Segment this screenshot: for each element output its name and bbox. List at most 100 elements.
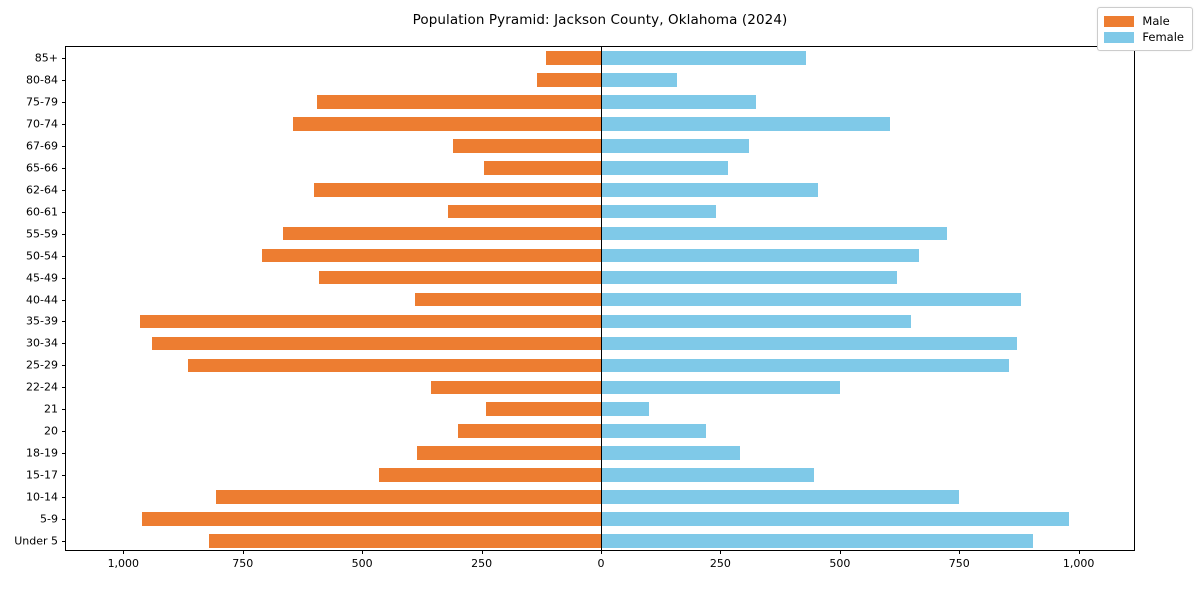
bar-male-67-69 xyxy=(452,138,601,153)
y-tick-label-60-61: 60-61 xyxy=(26,205,58,219)
bar-female-70-74 xyxy=(601,117,890,131)
legend-entry-male[interactable]: Male xyxy=(1104,13,1184,29)
bar-row xyxy=(66,358,1134,373)
y-tick-label-22-24: 22-24 xyxy=(26,380,58,394)
bar-female-22-24 xyxy=(601,380,840,395)
y-tick-mark xyxy=(62,409,66,411)
chart-title: Population Pyramid: Jackson County, Okla… xyxy=(412,12,788,28)
bar-male-80-84 xyxy=(536,73,601,87)
y-tick-label-70-74: 70-74 xyxy=(26,117,58,131)
bar-male-5-9 xyxy=(142,512,601,526)
bar-row xyxy=(66,95,1134,109)
bar-female-40-44 xyxy=(601,292,1022,307)
x-tick-label: 500 xyxy=(351,557,373,570)
legend-label-male: Male xyxy=(1142,14,1170,28)
bar-row xyxy=(66,160,1134,175)
bar-male-70-74 xyxy=(292,117,601,131)
bar-male-15-17 xyxy=(378,468,601,482)
bar-male-55-59 xyxy=(283,226,601,241)
bar-female-80-84 xyxy=(601,73,678,87)
legend-label-female: Female xyxy=(1142,30,1184,44)
y-tick-mark xyxy=(62,79,66,81)
y-tick-label-62-64: 62-64 xyxy=(26,183,58,197)
bar-row xyxy=(66,380,1134,395)
bar-male-50-54 xyxy=(261,248,601,263)
bar-male-10-14 xyxy=(216,490,601,504)
y-tick-mark xyxy=(62,57,66,59)
bar-row xyxy=(66,446,1134,460)
bar-female-65-66 xyxy=(601,160,728,175)
bar-female-21 xyxy=(601,402,649,417)
bar-female-25-29 xyxy=(601,358,1010,373)
y-tick-mark xyxy=(62,387,66,389)
y-tick-label-65-66: 65-66 xyxy=(26,161,58,175)
chart-legend: Male Female xyxy=(1097,7,1193,51)
bar-row xyxy=(66,138,1134,153)
bar-male-40-44 xyxy=(414,292,601,307)
bar-row xyxy=(66,270,1134,285)
bar-male-35-39 xyxy=(140,314,601,329)
bar-female-85+ xyxy=(601,51,807,65)
bar-male-21 xyxy=(486,402,601,417)
bar-female-30-34 xyxy=(601,336,1017,351)
y-tick-mark xyxy=(62,475,66,477)
y-tick-label-15-17: 15-17 xyxy=(26,468,58,482)
y-tick-label-10-14: 10-14 xyxy=(26,490,58,504)
y-tick-mark xyxy=(62,519,66,521)
y-tick-label-21: 21 xyxy=(44,402,58,416)
bar-male-65-66 xyxy=(483,160,601,175)
bar-male-25-29 xyxy=(187,358,601,373)
bar-row xyxy=(66,292,1134,307)
y-tick-label-80-84: 80-84 xyxy=(26,73,58,87)
x-tick-mark xyxy=(123,550,125,554)
bar-row xyxy=(66,117,1134,131)
y-tick-label-5-9: 5-9 xyxy=(40,512,58,526)
y-tick-mark xyxy=(62,189,66,191)
y-tick-label-18-19: 18-19 xyxy=(26,446,58,460)
x-tick-mark xyxy=(720,550,722,554)
y-tick-label-40-44: 40-44 xyxy=(26,293,58,306)
bar-row xyxy=(66,424,1134,439)
bar-female-60-61 xyxy=(601,204,716,219)
y-tick-mark xyxy=(62,299,66,301)
bar-female-10-14 xyxy=(601,490,960,504)
bar-male-Under 5 xyxy=(209,534,601,548)
y-tick-mark xyxy=(62,431,66,433)
y-tick-mark xyxy=(62,167,66,169)
y-tick-mark xyxy=(62,541,66,543)
bar-male-18-19 xyxy=(417,446,601,460)
y-tick-mark xyxy=(62,453,66,455)
y-tick-mark xyxy=(62,321,66,323)
bar-row xyxy=(66,314,1134,329)
bar-row xyxy=(66,73,1134,87)
bar-row xyxy=(66,402,1134,417)
bar-female-15-17 xyxy=(601,468,814,482)
x-tick-mark xyxy=(839,550,841,554)
x-tick-mark xyxy=(242,550,244,554)
bar-female-5-9 xyxy=(601,512,1070,526)
x-tick-label: 250 xyxy=(709,557,731,570)
plot-area: 1,000 750 500 250 0 250 500 750 1,000 85+ 80-84 75… xyxy=(14,46,1135,570)
y-tick-label-45-49: 45-49 xyxy=(26,271,58,285)
y-tick-label-30-34: 30-34 xyxy=(26,336,58,350)
y-tick-label-55-59: 55-59 xyxy=(26,227,58,241)
bar-row xyxy=(66,226,1134,241)
y-tick-label-20: 20 xyxy=(44,424,58,438)
legend-swatch-female xyxy=(1104,31,1135,43)
bar-male-62-64 xyxy=(314,182,601,197)
bar-row xyxy=(66,468,1134,482)
y-tick-mark xyxy=(62,123,66,125)
bar-row xyxy=(66,512,1134,526)
bar-male-30-34 xyxy=(151,336,601,351)
y-tick-label-50-54: 50-54 xyxy=(26,249,58,263)
x-tick-mark xyxy=(481,550,483,554)
y-tick-mark xyxy=(62,277,66,279)
bar-male-60-61 xyxy=(448,204,601,219)
x-tick-mark xyxy=(1078,550,1080,554)
legend-entry-female[interactable]: Female xyxy=(1104,29,1184,45)
bar-male-85+ xyxy=(546,51,601,65)
bar-male-75-79 xyxy=(316,95,601,109)
y-tick-mark xyxy=(62,365,66,367)
x-tick-mark xyxy=(601,550,602,554)
